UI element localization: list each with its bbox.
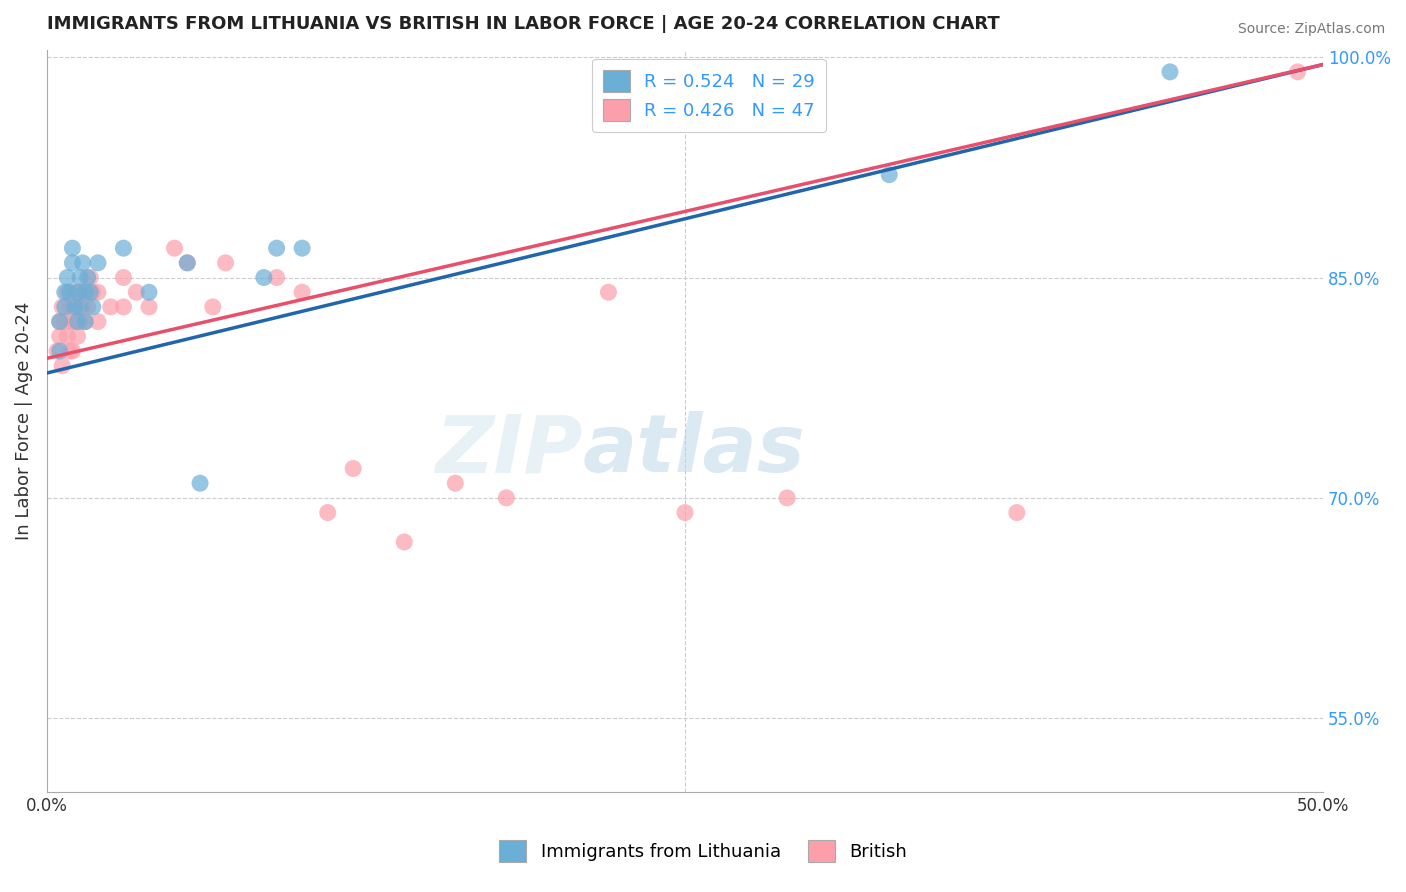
- Point: [56, 285, 79, 300]
- Point: [48, 343, 70, 358]
- Point: [62, 343, 84, 358]
- Point: [176, 256, 198, 270]
- Point: [291, 285, 314, 300]
- Text: ZIP: ZIP: [436, 411, 583, 490]
- Point: [53, 285, 76, 300]
- Text: atlas: atlas: [583, 411, 806, 490]
- Point: [776, 491, 799, 505]
- Point: [112, 270, 135, 285]
- Point: [266, 270, 288, 285]
- Point: [316, 506, 339, 520]
- Point: [75, 315, 97, 329]
- Point: [46, 343, 69, 358]
- Point: [87, 256, 110, 270]
- Point: [266, 241, 288, 255]
- Point: [87, 285, 110, 300]
- Point: [66, 315, 89, 329]
- Point: [69, 270, 91, 285]
- Point: [56, 270, 79, 285]
- Legend: Immigrants from Lithuania, British: Immigrants from Lithuania, British: [492, 833, 914, 870]
- Point: [59, 285, 82, 300]
- Point: [112, 241, 135, 255]
- Point: [79, 285, 101, 300]
- Point: [62, 315, 84, 329]
- Point: [163, 241, 186, 255]
- Point: [75, 285, 97, 300]
- Point: [112, 300, 135, 314]
- Point: [138, 285, 160, 300]
- Point: [75, 285, 97, 300]
- Point: [75, 315, 97, 329]
- Point: [66, 300, 89, 314]
- Point: [444, 476, 467, 491]
- Point: [394, 535, 416, 549]
- Text: Source: ZipAtlas.com: Source: ZipAtlas.com: [1237, 22, 1385, 37]
- Point: [1286, 65, 1309, 79]
- Point: [48, 315, 70, 329]
- Point: [1005, 506, 1028, 520]
- Point: [66, 329, 89, 343]
- Point: [877, 168, 900, 182]
- Point: [598, 285, 620, 300]
- Point: [48, 315, 70, 329]
- Point: [63, 315, 86, 329]
- Point: [87, 315, 110, 329]
- Point: [62, 256, 84, 270]
- Point: [125, 285, 148, 300]
- Point: [56, 329, 79, 343]
- Point: [138, 300, 160, 314]
- Point: [188, 476, 211, 491]
- Point: [69, 315, 91, 329]
- Text: IMMIGRANTS FROM LITHUANIA VS BRITISH IN LABOR FORCE | AGE 20-24 CORRELATION CHAR: IMMIGRANTS FROM LITHUANIA VS BRITISH IN …: [46, 15, 1000, 33]
- Point: [48, 329, 70, 343]
- Point: [59, 300, 82, 314]
- Point: [100, 300, 122, 314]
- Legend: R = 0.524   N = 29, R = 0.426   N = 47: R = 0.524 N = 29, R = 0.426 N = 47: [592, 59, 825, 132]
- Point: [69, 300, 91, 314]
- Point: [79, 270, 101, 285]
- Point: [1159, 65, 1181, 79]
- Point: [63, 285, 86, 300]
- Point: [59, 343, 82, 358]
- Point: [53, 300, 76, 314]
- Point: [53, 315, 76, 329]
- Point: [72, 256, 94, 270]
- Point: [82, 300, 104, 314]
- Point: [253, 270, 276, 285]
- Point: [66, 285, 89, 300]
- Point: [72, 300, 94, 314]
- Point: [201, 300, 224, 314]
- Point: [76, 300, 98, 314]
- Point: [495, 491, 517, 505]
- Point: [76, 270, 98, 285]
- Point: [51, 300, 73, 314]
- Point: [69, 285, 91, 300]
- Point: [62, 241, 84, 255]
- Point: [291, 241, 314, 255]
- Point: [82, 285, 104, 300]
- Point: [342, 461, 364, 475]
- Point: [673, 506, 696, 520]
- Point: [51, 359, 73, 373]
- Point: [176, 256, 198, 270]
- Y-axis label: In Labor Force | Age 20-24: In Labor Force | Age 20-24: [15, 301, 32, 540]
- Point: [63, 300, 86, 314]
- Point: [214, 256, 236, 270]
